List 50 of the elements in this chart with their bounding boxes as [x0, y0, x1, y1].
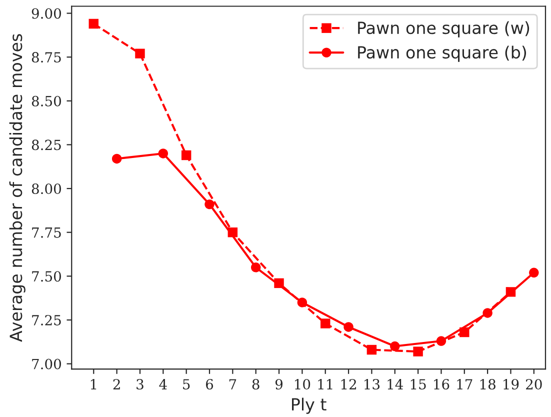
- y-tick-label: 8.75: [32, 52, 61, 63]
- point: [158, 148, 168, 158]
- x-tick-label: 2: [113, 379, 120, 390]
- point: [460, 327, 470, 338]
- x-tick-label: 15: [410, 379, 426, 390]
- x-tick-label: 9: [275, 379, 282, 390]
- x-tick-label: 1: [90, 379, 96, 390]
- x-tick-label: 8: [252, 379, 260, 390]
- point: [112, 154, 122, 164]
- point: [390, 341, 400, 352]
- y-tick-label: 9.00: [32, 8, 61, 19]
- x-tick-label: 17: [457, 379, 472, 390]
- x-tick-label: 10: [295, 379, 310, 390]
- point: [181, 150, 192, 160]
- x-tick-label: 7: [229, 379, 236, 390]
- x-tick-label: 5: [183, 379, 190, 390]
- legend-label: Pawn one square (w): [358, 21, 530, 38]
- x-tick-label: 14: [388, 379, 404, 390]
- x-tick-label: 18: [480, 379, 496, 390]
- x-tick-label: 6: [206, 379, 214, 390]
- point: [88, 18, 99, 29]
- y-tick-label: 7.00: [32, 358, 61, 370]
- x-axis-title: Ply t: [292, 398, 326, 414]
- y-tick-label: 8.50: [32, 96, 61, 106]
- x-tick-label: 13: [364, 379, 380, 390]
- point: [135, 48, 145, 58]
- point: [366, 344, 377, 355]
- x-tick-label: 12: [341, 379, 356, 390]
- y-tick-label: 8.25: [32, 140, 61, 150]
- point: [297, 298, 308, 308]
- point: [529, 268, 539, 278]
- y-tick-label: 7.75: [32, 227, 61, 238]
- y-tick-label: 7.25: [32, 314, 61, 326]
- x-tick-label: 4: [159, 379, 167, 390]
- x-tick-label: 19: [504, 379, 519, 390]
- legend-label: Pawn one square (b): [358, 46, 526, 62]
- y-tick-label: 7.50: [32, 271, 61, 282]
- y-axis-title: Average number of candidate moves: [9, 34, 26, 342]
- point: [436, 336, 446, 346]
- x-tick-label: 3: [136, 379, 144, 390]
- point: [320, 318, 330, 328]
- y-tick-label: 8.00: [32, 183, 61, 194]
- point: [413, 346, 423, 356]
- x-tick-label: 20: [526, 379, 542, 390]
- point: [344, 322, 354, 332]
- point: [204, 199, 214, 210]
- x-tick-label: 11: [318, 379, 332, 390]
- point: [482, 308, 492, 318]
- x-tick-label: 16: [434, 379, 450, 390]
- point: [250, 262, 261, 272]
